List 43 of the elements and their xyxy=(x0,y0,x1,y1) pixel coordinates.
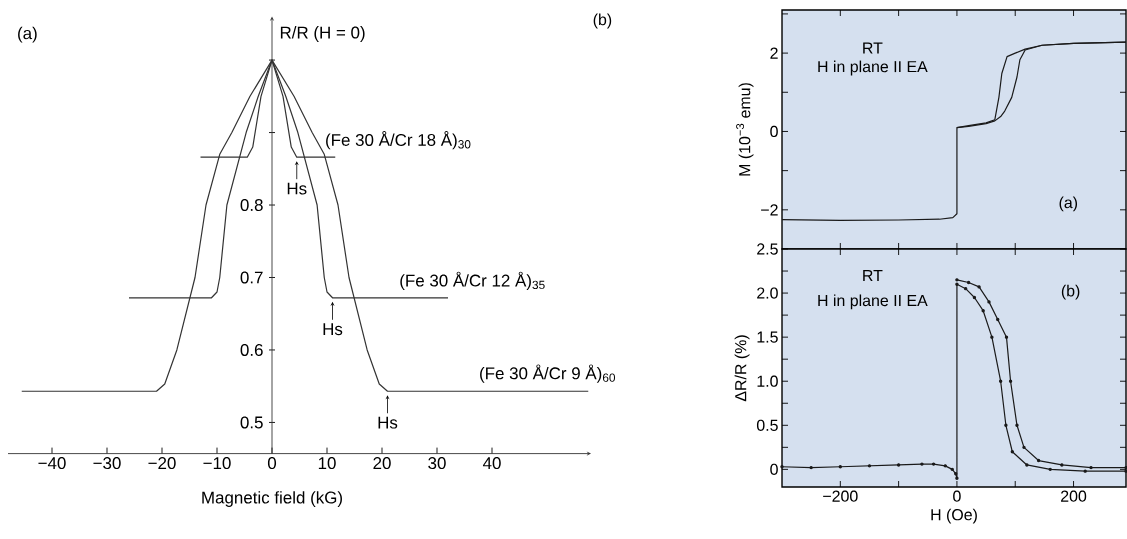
x-tick-label: 30 xyxy=(428,457,446,470)
x-tick-label: −30 xyxy=(93,457,121,470)
annotation: Hs xyxy=(287,182,307,195)
y-tick-label: 0.7 xyxy=(240,271,263,284)
y-tick-label: 0.5 xyxy=(756,419,778,431)
x-axis-title: H (Oe) xyxy=(931,508,977,524)
x-tick-label: 10 xyxy=(318,457,336,470)
y-tick-label: 0.5 xyxy=(240,416,263,429)
x-tick-label: 0 xyxy=(953,490,961,502)
x-tick-label: −20 xyxy=(148,457,176,470)
y-axis-title: R/R (H = 0) xyxy=(280,26,365,42)
annotation: Hs xyxy=(323,323,343,336)
y-tick-label: 0.8 xyxy=(240,199,263,212)
annotation: RT xyxy=(863,42,883,54)
y-axis-title: ΔR/R (%) xyxy=(734,335,750,402)
y-axis-title: M (10$^{−3}$ emu) xyxy=(736,83,754,176)
series-label: (Fe 30 Å/Cr 18 Å)$_{30}$ xyxy=(326,131,471,150)
annotation: H in plane II EA xyxy=(818,294,928,310)
series-label: (Fe 30 Å/Cr 12 Å)$_{35}$ xyxy=(400,271,545,290)
annotation: (a) xyxy=(1059,196,1078,212)
x-tick-label: 0 xyxy=(267,457,277,470)
x-tick-label: −10 xyxy=(203,457,231,470)
y-tick-label: 1.5 xyxy=(757,331,778,343)
annotation: Hs xyxy=(378,416,398,429)
annotation: (a) xyxy=(18,26,37,43)
y-tick-label: 2.0 xyxy=(757,287,778,299)
annotation: H in plane II EA xyxy=(818,60,928,76)
x-tick-label: 20 xyxy=(373,457,391,470)
annotation: RT xyxy=(863,269,883,281)
text: (b) xyxy=(593,13,612,29)
x-tick-label: −40 xyxy=(38,457,66,470)
y-tick-label: 2 xyxy=(770,47,778,59)
x-tick-label: 40 xyxy=(482,457,501,470)
annotation: (b) xyxy=(1061,284,1080,300)
x-tick-label: 200 xyxy=(1061,490,1087,502)
series-label: (Fe 30 Å/Cr 9 Å)$_{60}$ xyxy=(480,364,616,383)
y-tick-label: −2 xyxy=(761,204,778,216)
y-tick-label: 2.5 xyxy=(757,243,778,255)
y-tick-label: 1.0 xyxy=(757,375,778,387)
x-tick-label: −200 xyxy=(823,490,858,502)
y-tick-label: 0.6 xyxy=(240,343,263,356)
x-axis-title: Magnetic field (kG) xyxy=(202,491,342,507)
y-tick-label: 0 xyxy=(770,125,778,138)
